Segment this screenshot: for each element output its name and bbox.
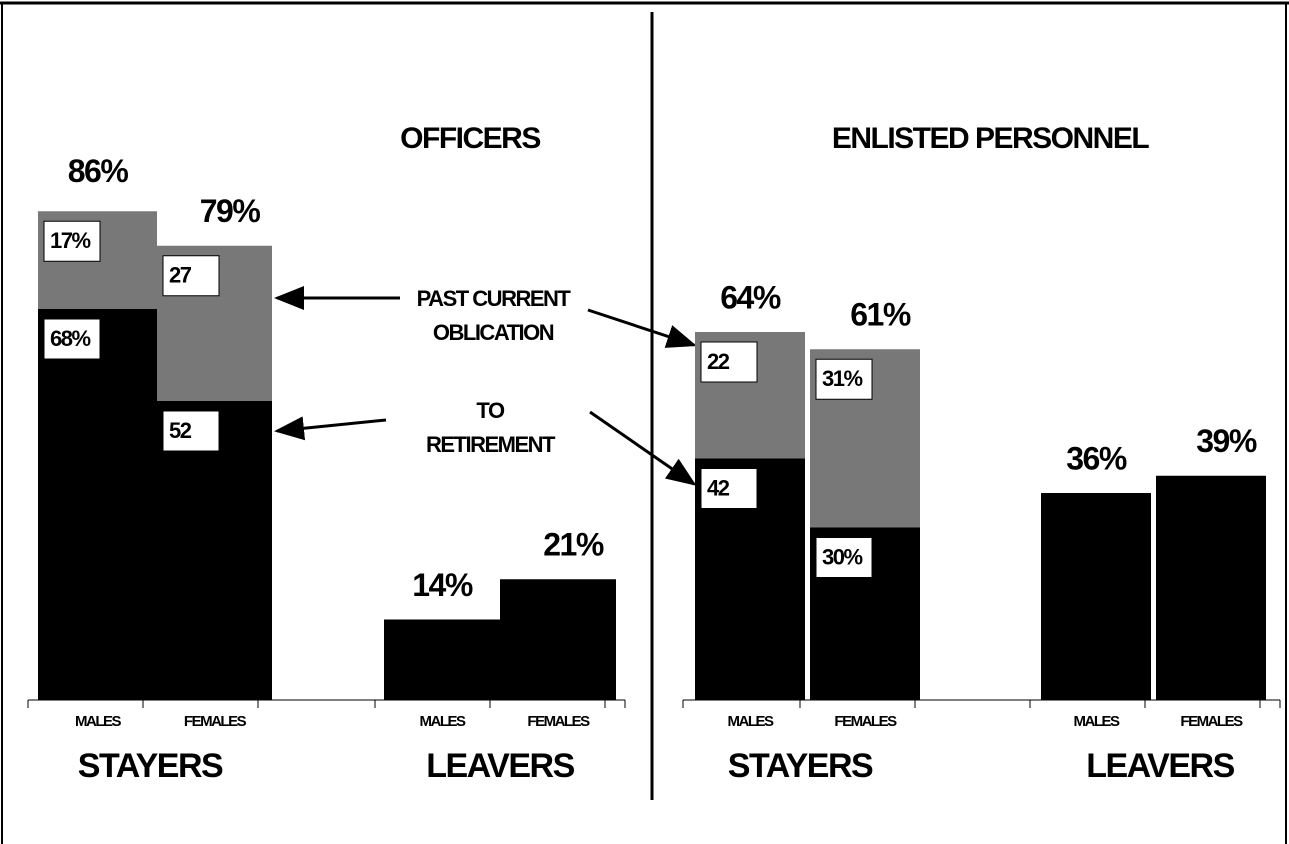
total-label: 61% xyxy=(850,297,911,333)
annotation: RETIREMENT xyxy=(426,432,556,457)
value-label: 30% xyxy=(822,544,862,569)
label-box xyxy=(43,220,101,262)
value-label: 22 xyxy=(707,349,730,374)
arrow xyxy=(587,308,697,348)
total-label: 64% xyxy=(720,279,781,315)
x-tick-label: MALES xyxy=(75,713,121,730)
chart-title: ENLISTED PERSONNEL xyxy=(832,122,1150,155)
label-box xyxy=(43,318,101,360)
value-label: 27 xyxy=(169,263,192,288)
x-tick-label: MALES xyxy=(728,713,774,730)
chart-title: OFFICERS xyxy=(400,122,540,155)
arrow xyxy=(274,416,387,441)
group-label: LEAVERS xyxy=(426,747,574,785)
value-label: 42 xyxy=(707,475,730,500)
value-label: 52 xyxy=(169,418,192,443)
x-tick-label: FEMALES xyxy=(184,713,247,730)
value-label: 31% xyxy=(822,366,862,391)
bar xyxy=(1041,493,1151,700)
x-tick-label: FEMALES xyxy=(834,713,897,730)
group-label: STAYERS xyxy=(728,747,873,785)
total-label: 14% xyxy=(412,567,473,603)
bar-segment xyxy=(38,309,157,700)
total-label: 39% xyxy=(1196,423,1257,459)
group-label: LEAVERS xyxy=(1086,747,1234,785)
label-box xyxy=(700,468,758,509)
bar xyxy=(384,619,500,700)
x-tick-label: MALES xyxy=(1074,713,1120,730)
label-box xyxy=(700,341,758,383)
annotation: PAST CURRENT xyxy=(417,286,572,311)
label-box xyxy=(815,358,873,400)
label-box xyxy=(162,255,220,297)
x-tick-label: MALES xyxy=(420,713,466,730)
arrow xyxy=(589,410,697,486)
annotation: OBLICATION xyxy=(433,320,554,345)
total-label: 79% xyxy=(200,193,261,229)
annotation: TO xyxy=(476,398,505,423)
x-tick-label: FEMALES xyxy=(1180,713,1243,730)
label-box xyxy=(162,410,220,452)
bar xyxy=(1156,475,1266,700)
total-label: 36% xyxy=(1066,440,1127,476)
value-label: 17% xyxy=(50,228,90,253)
bar xyxy=(500,579,616,700)
group-label: STAYERS xyxy=(78,747,223,785)
total-label: 86% xyxy=(68,153,129,189)
label-box xyxy=(815,537,873,578)
total-label: 21% xyxy=(543,527,604,563)
x-tick-label: FEMALES xyxy=(527,713,590,730)
value-label: 68% xyxy=(50,326,90,351)
